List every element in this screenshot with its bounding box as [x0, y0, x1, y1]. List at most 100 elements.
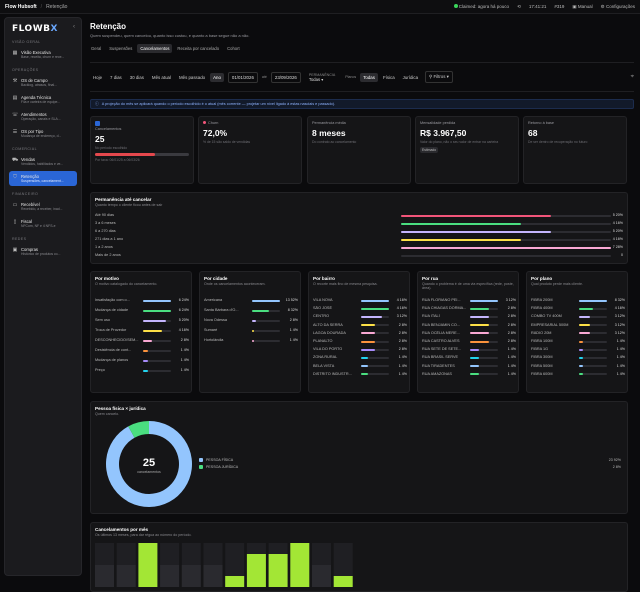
tab-0[interactable]: Geral — [91, 46, 102, 51]
filters-button[interactable]: ⚲ Filtros ▾ — [425, 71, 453, 83]
permanence-bar-track — [401, 254, 611, 257]
sidebar-item-agenda-t-cnica[interactable]: ▤ Agenda Técnica Fila e carteira de equipe… — [9, 92, 77, 107]
month-bar — [312, 565, 331, 587]
breakdown-bar — [579, 365, 583, 368]
breakdown-bar — [579, 315, 590, 319]
breakdown-value: 1 4% — [616, 371, 625, 376]
kpi-subtitle: No período escolhido — [95, 146, 128, 150]
permanence-bar — [401, 214, 551, 217]
permanence-value: 7 28% — [612, 245, 623, 249]
kpi-label: Cancelamentos — [95, 121, 189, 131]
breakdown-row-label: RUA SETE DE SETE... — [422, 347, 462, 352]
breakdown-row-label: CENTRO — [313, 314, 330, 319]
breakdown-bar-track — [579, 340, 607, 343]
type-button[interactable]: Todas — [360, 72, 378, 82]
sidebar-item-reten-o[interactable]: ⛉ Retenção Suspensões, cancelament... — [9, 171, 77, 186]
sidebar-item-compras[interactable]: ▣ Compras Histórico de produtos co... — [9, 244, 77, 259]
sidebar-item-label: Agenda Técnica — [21, 95, 52, 100]
breakdown-row-label: RUA CASTRO ALVES — [422, 339, 460, 343]
sidebar-item-desc: Suspensões, cancelament... — [21, 179, 64, 183]
preset-button[interactable]: Mês atual — [151, 74, 171, 80]
month-bar — [95, 565, 114, 587]
permanence-bar-track — [401, 222, 611, 225]
breakdown-value: 3 12% — [614, 330, 625, 335]
sidebar-item-os-de-campo[interactable]: ⚒ OS de Campo Backlog, atrasos, final... — [9, 75, 77, 90]
permanence-select[interactable]: PERMANÊNCIA Todas ▾ — [308, 72, 336, 82]
sidebar-section-label: VISÃO GERAL — [12, 40, 41, 44]
tab-bar: Geral Suspensões Cancelamentos Receita por … — [88, 44, 243, 53]
person-type-card: Pessoa física × jurídica Quem cancelo. 2… — [90, 401, 628, 514]
sidebar-item-label: Fiscal — [21, 219, 32, 224]
sidebar-item-fiscal[interactable]: ▯ Fiscal NFCom, NF e 4 NFS-e — [9, 216, 77, 231]
breakdown-row-label: FIBRA 200M — [531, 298, 553, 302]
breakdown-bar-track — [143, 309, 171, 312]
kpi-label: Permanência média — [312, 121, 346, 125]
breakdown-row-label: RUA FLORIANO PEI... — [422, 298, 461, 302]
sidebar-item-label: Visão Executiva — [21, 50, 51, 55]
date-separator: até — [261, 75, 267, 79]
permanence-value: 0 — [621, 253, 623, 257]
breakdown-card: Por cidade Onde os cancelamentos acontece… — [199, 271, 301, 393]
kpi-subtitle: Do contrato ao cancelamento — [312, 140, 357, 144]
breakdown-value: 2 8% — [507, 314, 516, 319]
wallet-icon: ▭ — [12, 202, 18, 208]
breakdown-bar — [361, 307, 389, 310]
preset-button[interactable]: 30 dias — [129, 74, 144, 80]
donut-value: 2 8% — [612, 465, 621, 469]
type-button[interactable]: Física — [382, 74, 395, 80]
plans-label: Planos — [345, 75, 357, 79]
sidebar-item-text: OS por Tipo Mudança de endereço, d... — [21, 129, 61, 138]
grid-icon: ▦ — [12, 50, 18, 56]
collapse-sidebar-icon[interactable]: ‹ — [73, 24, 75, 30]
date-from-input[interactable]: 01/01/2026 — [227, 71, 258, 83]
sidebar-item-vis-o-executiva[interactable]: ▦ Visão Executiva Base, receita, churn e r… — [9, 47, 77, 62]
pin-icon[interactable]: ⌖ — [630, 73, 634, 80]
tab-4[interactable]: Cohort — [227, 46, 240, 51]
refresh-icon[interactable]: ⟲ — [517, 3, 521, 9]
type-button[interactable]: Jurídica — [402, 74, 419, 80]
breakdown-bar — [470, 340, 489, 343]
preset-button[interactable]: Ano — [210, 72, 224, 82]
breakdown-row-label: ALTO DA SERRA — [313, 322, 343, 327]
breakdown-subtitle: O recorte mais fino de mesma pesquisa. — [313, 282, 378, 286]
preset-button[interactable]: Hoje — [93, 74, 103, 80]
preset-button[interactable]: 7 dias — [110, 74, 122, 80]
breakdown-value: 2 8% — [398, 339, 407, 343]
breakdown-bar-track — [470, 340, 498, 343]
permanence-value: 4 16% — [612, 237, 623, 241]
kpi-subtitle: De ser dentro de recuperação no futuro — [528, 140, 588, 144]
sidebar-item-atendimentos[interactable]: ☏ Atendimentos Operação, canais e SLA... — [9, 109, 77, 124]
sidebar-item-label: OS por Tipo — [21, 129, 44, 134]
breakdown-bar — [579, 356, 583, 360]
month-bar — [225, 576, 245, 587]
sidebar-item-os-por-tipo[interactable]: ☰ OS por Tipo Mudança de endereço, d... — [9, 126, 77, 141]
breakdown-bar-track — [579, 373, 607, 376]
sidebar-item-text: Vendas Vendidos, habilitados e ve... — [21, 157, 63, 166]
breakdown-card: Por plano Qual produto perde mais cliente… — [526, 271, 628, 393]
breakdown-value: 6 24% — [178, 308, 189, 312]
breakdown-bar-track — [470, 348, 498, 351]
manual-button[interactable]: ▣ Manual — [572, 3, 593, 9]
tab-1[interactable]: Suspensões — [109, 46, 133, 51]
breakdown-row-label: DESCONHECIDO/SEM... — [95, 338, 139, 342]
sidebar-item-receb-vel[interactable]: ▭ Recebível Recebido, a receber, inad... — [9, 199, 77, 214]
sidebar-item-text: Visão Executiva Base, receita, churn e re… — [21, 50, 64, 59]
sidebar-item-vendas[interactable]: ⛟ Vendas Vendidos, habilitados e ve... — [9, 154, 77, 169]
kpi-value: 8 meses — [312, 128, 346, 138]
donut-title: Pessoa física × jurídica — [95, 406, 146, 411]
sidebar-item-desc: Base, receita, churn e rece... — [21, 55, 65, 59]
breakdown-value: 3 12% — [614, 322, 625, 327]
list-icon: ☰ — [12, 129, 18, 135]
breakdown-row-label: FIBRA 1G — [531, 347, 549, 352]
tab-2[interactable]: Cancelamentos — [137, 44, 173, 53]
breakdown-bar-track — [470, 315, 498, 319]
preset-button[interactable]: Mês passado — [178, 74, 206, 80]
sidebar-section-label: FINANCEIRO — [12, 192, 39, 196]
settings-button[interactable]: ⚙ Configurações — [600, 3, 635, 9]
breakdown-row-label: RUA CHIAGAS DORMA... — [422, 306, 467, 311]
breadcrumb[interactable]: Retenção — [46, 3, 68, 10]
kpi-card: Permanência média 8 meses Do contrato ao c… — [307, 116, 411, 184]
app-brand[interactable]: Flow Hubsoft — [5, 3, 37, 10]
date-to-input[interactable]: 23/09/2026 — [270, 71, 301, 83]
tab-3[interactable]: Receita por cancelado — [177, 46, 220, 51]
